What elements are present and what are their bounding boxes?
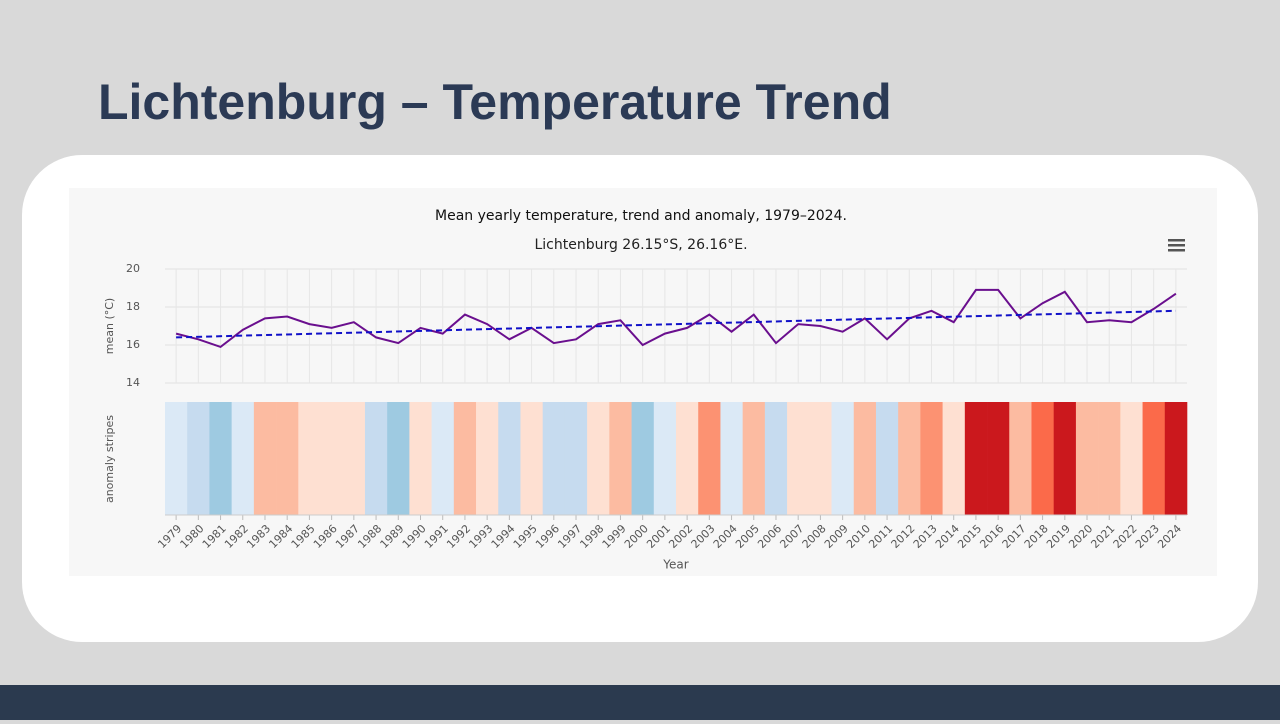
anomaly-stripe (898, 402, 921, 515)
menu-bar[interactable] (1168, 239, 1185, 242)
y-tick-label: 18 (126, 300, 140, 313)
anomaly-stripe (298, 402, 321, 515)
anomaly-stripe (698, 402, 721, 515)
anomaly-stripe (809, 402, 832, 515)
anomaly-stripe (742, 402, 766, 515)
y-tick-label: 20 (126, 262, 140, 275)
anomaly-stripe (187, 402, 210, 515)
temperature-line (175, 288, 1177, 349)
anomaly-stripe (498, 402, 521, 515)
anomaly-stripe (853, 402, 877, 515)
anomaly-stripe (1142, 402, 1166, 515)
anomaly-stripe (831, 402, 855, 515)
anomaly-stripe (587, 402, 610, 515)
footer-bar (0, 685, 1280, 720)
anomaly-stripe (787, 402, 810, 515)
anomaly-stripe (920, 402, 943, 515)
anomaly-stripe (653, 402, 677, 515)
anomaly-stripe (431, 402, 455, 515)
anomaly-stripe (942, 402, 966, 515)
anomaly-stripe (320, 402, 344, 515)
chart-title: Mean yearly temperature, trend and anoma… (435, 208, 847, 224)
chart-subtitle: Lichtenburg 26.15°S, 26.16°E. (534, 237, 747, 253)
anomaly-stripe (520, 402, 543, 515)
trend-line (176, 309, 1176, 339)
anomaly-stripe (631, 402, 655, 515)
anomaly-stripe (1075, 402, 1099, 515)
menu-icon[interactable] (1168, 239, 1185, 252)
anomaly-stripe (253, 402, 277, 515)
x-axis-label: Year (662, 558, 688, 572)
anomaly-stripe (1098, 402, 1121, 515)
anomaly-stripe (542, 402, 566, 515)
anomaly-stripe (987, 402, 1010, 515)
anomaly-stripe (387, 402, 410, 515)
anomaly-stripe (453, 402, 477, 515)
anomaly-stripe (1053, 402, 1077, 515)
anomaly-stripe (764, 402, 788, 515)
anomaly-stripe (409, 402, 432, 515)
anomaly-stripe (276, 402, 299, 515)
anomaly-stripe (564, 402, 588, 515)
anomaly-stripe (676, 402, 699, 515)
anomaly-stripe (1120, 402, 1143, 515)
anomaly-stripe (342, 402, 366, 515)
y-tick-label: 16 (126, 338, 140, 351)
slide-title: Lichtenburg – Temperature Trend (98, 74, 892, 130)
stripes-axis-label: anomaly stripes (103, 415, 116, 503)
y-tick-label: 14 (126, 376, 140, 389)
menu-bar[interactable] (1168, 244, 1185, 247)
anomaly-stripe (1009, 402, 1032, 515)
anomaly-stripe (1164, 402, 1188, 515)
menu-bar[interactable] (1168, 249, 1185, 252)
anomaly-stripe (476, 402, 499, 515)
anomaly-stripe (609, 402, 632, 515)
anomaly-stripe (364, 402, 388, 515)
anomaly-stripe (964, 402, 988, 515)
anomaly-stripe (231, 402, 255, 515)
y-axis-label: mean (°C) (103, 298, 116, 354)
anomaly-stripe (1031, 402, 1054, 515)
anomaly-stripe (875, 402, 899, 515)
anomaly-stripe (165, 402, 188, 515)
anomaly-stripe (720, 402, 743, 515)
anomaly-stripe (209, 402, 232, 515)
